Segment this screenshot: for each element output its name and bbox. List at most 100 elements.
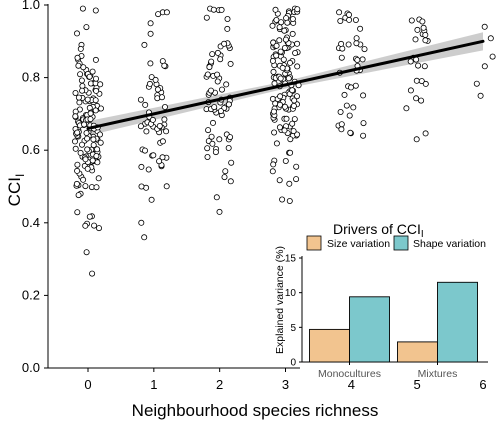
scatter-point	[96, 225, 103, 232]
scatter-point	[92, 56, 99, 63]
scatter-point	[276, 37, 283, 44]
scatter-point	[163, 128, 170, 135]
scatter-point	[213, 194, 220, 201]
scatter-point	[147, 60, 154, 67]
scatter-point	[94, 146, 101, 153]
main-x-tick-label: 1	[150, 377, 157, 392]
scatter-point	[77, 149, 84, 156]
scatter-point	[359, 56, 366, 63]
scatter-point	[276, 24, 283, 31]
scatter-point	[270, 108, 277, 115]
scatter-point	[75, 192, 82, 199]
main-y-tick-label: 0.2	[22, 287, 40, 302]
scatter-point	[84, 165, 91, 172]
scatter-point	[294, 40, 301, 47]
y-axis-title-subscript: I	[13, 174, 27, 177]
scatter-point	[294, 131, 301, 138]
legend-label-size-variation: Size variation	[327, 238, 390, 250]
scatter-point	[336, 9, 343, 16]
scatter-point	[156, 123, 163, 130]
scatter-point	[84, 135, 91, 142]
scatter-point	[98, 105, 105, 112]
scatter-point	[270, 161, 277, 168]
inset-title: Drivers of CCII	[333, 221, 424, 240]
scatter-point	[93, 87, 100, 94]
scatter-point	[159, 138, 166, 145]
scatter-point	[289, 30, 296, 37]
scatter-point	[481, 63, 488, 70]
scatter-point	[273, 52, 280, 59]
scatter-point	[216, 136, 223, 143]
scatter-point	[79, 141, 86, 148]
scatter-point	[161, 62, 168, 69]
scatter-point	[286, 180, 293, 187]
inset-y-tick-label: 10	[285, 288, 297, 299]
scatter-point	[294, 6, 301, 13]
inset-y-axis-title: Explained variance (%)	[274, 246, 286, 354]
scatter-point	[72, 113, 79, 120]
main-y-tick-label: 0.0	[22, 360, 40, 375]
scatter-point	[477, 92, 484, 99]
scatter-point	[72, 138, 79, 145]
scatter-point	[97, 81, 104, 88]
scatter-point	[281, 127, 288, 134]
scatter-point	[141, 147, 148, 154]
inset-bars	[309, 281, 478, 363]
scatter-point	[290, 102, 297, 109]
scatter-point	[75, 94, 82, 101]
scatter-point	[413, 77, 420, 84]
scatter-point	[208, 133, 215, 140]
scatter-point	[277, 75, 284, 82]
scatter-point	[291, 116, 298, 123]
inset-y-tick-label: 0	[290, 358, 296, 369]
scatter-point	[223, 81, 230, 88]
scatter-point	[489, 53, 496, 60]
scatter-point	[269, 168, 276, 175]
scatter-point	[214, 49, 221, 56]
scatter-point	[145, 166, 152, 173]
scatter-point	[360, 92, 367, 99]
scatter-point	[273, 16, 280, 23]
scatter-point	[84, 96, 91, 103]
scatter-point	[292, 50, 299, 57]
scatter-point	[74, 129, 81, 136]
scatter-point	[206, 64, 213, 71]
scatter-point	[93, 152, 100, 159]
scatter-point	[227, 134, 234, 141]
inset-title-subscript: I	[421, 229, 424, 240]
scatter-point	[89, 68, 96, 75]
scatter-point	[159, 154, 166, 161]
inset-y-tick-label: 5	[290, 323, 296, 334]
scatter-point	[148, 74, 155, 81]
scatter-point	[216, 208, 223, 215]
scatter-point	[481, 23, 488, 30]
scatter-point	[149, 116, 156, 123]
y-axis-title-main: CCI	[5, 177, 24, 206]
main-x-tick-label: 4	[348, 377, 355, 392]
scatter-point	[407, 87, 414, 94]
scatter-point	[73, 180, 80, 187]
scatter-point	[146, 80, 153, 87]
scatter-point	[422, 37, 429, 44]
scatter-point	[82, 156, 89, 163]
scatter-point	[360, 120, 367, 127]
scatter-point	[413, 95, 420, 102]
scatter-point	[204, 145, 211, 152]
scatter-point	[338, 126, 345, 133]
scatter-point	[281, 45, 288, 52]
scatter-point	[84, 146, 91, 153]
scatter-point	[221, 174, 228, 181]
scatter-point	[90, 136, 97, 143]
scatter-point	[148, 196, 155, 203]
main-y-tick-label: 1.0	[22, 0, 40, 12]
scatter-point	[211, 104, 218, 111]
scatter-point	[352, 16, 359, 23]
scatter-point	[137, 123, 144, 130]
inset-x-tick-label: Mixtures	[418, 368, 458, 380]
scatter-point	[291, 97, 298, 104]
scatter-point	[224, 25, 231, 32]
scatter-point	[147, 30, 154, 37]
legend-swatch-shape-variation	[393, 235, 409, 251]
